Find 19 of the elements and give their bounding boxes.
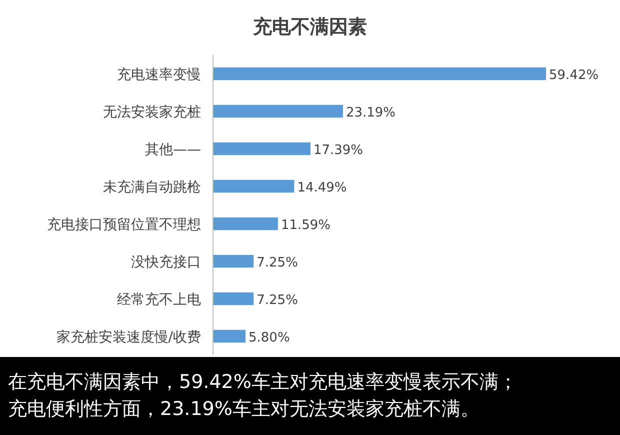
text: 在充电不满因素中，59.42%车主对充电速率变慢表示不满； xyxy=(8,371,518,393)
y-tick-label: 未充满自动跳枪 xyxy=(103,179,201,196)
data-label: 7.25% xyxy=(256,292,298,308)
y-tick-label: 其他—— xyxy=(145,142,201,158)
y-tick-label: 没快充接口 xyxy=(131,254,201,270)
data-label: 14.49% xyxy=(297,180,347,196)
data-label: 5.80% xyxy=(248,330,290,346)
data-label: 17.39% xyxy=(313,142,364,158)
data-label: 23.19% xyxy=(346,105,396,120)
data-label: 7.25% xyxy=(256,255,298,270)
y-tick-label: 经常充不上电 xyxy=(117,292,201,308)
data-label: 59.42% xyxy=(549,68,599,83)
y-tick-label: 充电速率变慢 xyxy=(117,66,201,83)
y-tick-label: 家充桩安装速度慢/收费 xyxy=(56,329,201,346)
text: 充电便利性方面，23.19%车主对无法安装家充桩不满。 xyxy=(8,398,480,420)
data-label: 11.59% xyxy=(280,218,331,233)
chart-title: 充电不满因素 xyxy=(252,16,367,38)
y-tick-label: 无法安装家充桩 xyxy=(103,104,201,120)
y-tick-label: 充电接口预留位置不理想 xyxy=(47,216,201,233)
